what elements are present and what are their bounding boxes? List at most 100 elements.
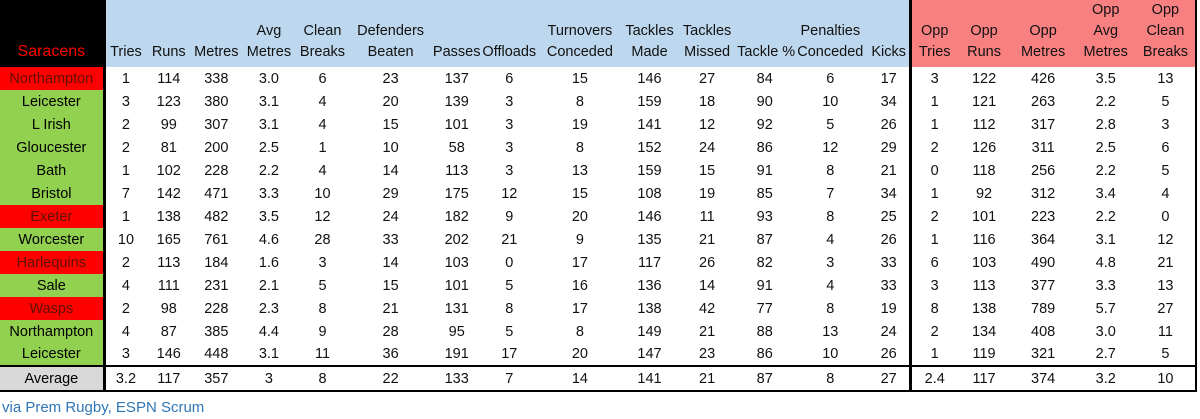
table-row: Gloucester 2 81 200 2.5 1 10 58 3 8 152 24 86 12 29 2 12… (0, 136, 1198, 159)
stat-cell: 14 (677, 274, 738, 297)
stat-cell: 2 (908, 205, 958, 228)
stat-cell: 21 (868, 159, 911, 182)
stat-cell: 311 (1010, 136, 1076, 159)
stat-cell: 24 (348, 205, 433, 228)
stat-cell: 4 (792, 274, 869, 297)
stat-cell: 175 (432, 182, 481, 205)
stat-cell: 0 (480, 251, 538, 274)
stat-cell: 139 (432, 90, 481, 113)
opponent-cell: Gloucester (0, 136, 106, 159)
stat-cell: 3.2 (104, 365, 147, 392)
stat-cell: 5 (792, 113, 869, 136)
stat-cell: 8 (792, 297, 869, 320)
stat-cell: 15 (537, 182, 622, 205)
stat-cell: 87 (146, 320, 192, 343)
stat-cell: 146 (621, 67, 678, 90)
stat-cell: 159 (621, 159, 678, 182)
stat-cell: 152 (621, 136, 678, 159)
stat-cell: 2 (908, 320, 958, 343)
stat-cell: 42 (677, 297, 738, 320)
stat-cell: 93 (737, 205, 793, 228)
stat-cell: 8 (908, 297, 958, 320)
stat-cell: 33 (868, 251, 911, 274)
stat-cell: 146 (146, 343, 192, 366)
stat-cell: 1 (908, 343, 958, 366)
stat-cell: 4.6 (241, 228, 297, 251)
stat-cell: 91 (737, 159, 793, 182)
stat-cell: 3.3 (1075, 274, 1136, 297)
stat-cell: 10 (104, 228, 147, 251)
stat-cell: 2 (104, 297, 147, 320)
stat-cell: 92 (957, 182, 1011, 205)
stat-cell: 92 (737, 113, 793, 136)
stat-cell: 17 (868, 67, 911, 90)
table-row: Exeter 1 138 482 3.5 12 24 182 9 20 146 11 93 8 25 2 101… (0, 205, 1198, 228)
stat-cell: 20 (348, 90, 433, 113)
header-cell-tackle: Tackle % (737, 0, 795, 67)
stat-cell: 141 (621, 113, 678, 136)
stat-cell: 91 (737, 274, 793, 297)
header-cell-tackles-missed: Tackles Missed (677, 0, 738, 67)
stat-cell: 119 (957, 343, 1011, 366)
header-cell-opp-tries: Opp Tries (908, 0, 958, 67)
opponent-cell: L Irish (0, 113, 106, 136)
stat-cell: 1 (104, 67, 147, 90)
stat-cell: 19 (868, 297, 911, 320)
stat-cell: 138 (621, 297, 678, 320)
stat-cell: 3 (480, 113, 538, 136)
stat-cell: 4 (296, 90, 349, 113)
opponent-cell: Exeter (0, 205, 106, 228)
stat-cell: 3.5 (241, 205, 297, 228)
stat-cell: 312 (1010, 182, 1076, 205)
stat-cell: 223 (1010, 205, 1076, 228)
opponent-cell: Wasps (0, 297, 106, 320)
header-cell-avg-metres: Avg Metres (241, 0, 297, 67)
stat-cell: 3 (480, 136, 538, 159)
stat-cell: 357 (191, 365, 242, 392)
stat-cell: 3.0 (241, 67, 297, 90)
stat-cell: 5 (296, 274, 349, 297)
stat-cell: 34 (868, 90, 911, 113)
stat-cell: 87 (737, 228, 793, 251)
table-row: Northampton 1 114 338 3.0 6 23 137 6 15 146 27 84 6 17… (0, 67, 1198, 90)
stat-cell: 5 (1135, 343, 1198, 366)
stat-cell: 114 (146, 67, 192, 90)
header-cell-turnovers-conceded: Turnovers Conceded (537, 0, 622, 67)
stat-cell: 1 (908, 182, 958, 205)
stat-cell: 29 (868, 136, 911, 159)
stat-cell: 3 (792, 251, 869, 274)
stat-cell: 108 (621, 182, 678, 205)
header-cell-runs: Runs (146, 0, 192, 67)
header-cell-kicks: Kicks (868, 0, 911, 67)
stat-cell: 191 (432, 343, 481, 366)
stat-cell: 6 (1135, 136, 1198, 159)
stat-cell: 26 (868, 113, 911, 136)
stat-cell: 113 (432, 159, 481, 182)
stat-cell: 7 (792, 182, 869, 205)
stat-cell: 85 (737, 182, 793, 205)
stat-cell: 10 (296, 182, 349, 205)
stat-cell: 490 (1010, 251, 1076, 274)
stat-cell: 1 (104, 205, 147, 228)
opponent-cell: Bath (0, 159, 106, 182)
stat-cell: 24 (677, 136, 738, 159)
header-row: Saracens Tries Runs Metres Avg Metres Clean Bre… (0, 0, 1198, 67)
stat-cell: 8 (537, 136, 622, 159)
stat-cell: 12 (296, 205, 349, 228)
stat-cell: 3 (480, 90, 538, 113)
stat-cell: 2.1 (241, 274, 297, 297)
stat-cell: 3.1 (241, 113, 297, 136)
stat-cell: 11 (1135, 320, 1198, 343)
stat-cell: 3.0 (1075, 320, 1136, 343)
source-note: via Prem Rugby, ESPN Scrum (2, 399, 205, 416)
stat-cell: 10 (1135, 365, 1198, 392)
stat-cell: 3 (296, 251, 349, 274)
stat-cell: 13 (792, 320, 869, 343)
table-row: Leicester 3 146 448 3.1 11 36 191 17 20 147 23 86 10 2… (0, 343, 1198, 366)
stat-cell: 21 (677, 320, 738, 343)
stat-cell: 101 (432, 113, 481, 136)
stat-cell: 2 (104, 251, 147, 274)
stat-cell: 12 (480, 182, 538, 205)
stat-cell: 135 (621, 228, 678, 251)
stat-cell: 11 (296, 343, 349, 366)
